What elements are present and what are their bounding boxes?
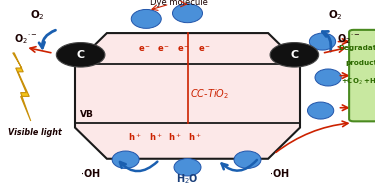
- Text: H$_2$O: H$_2$O: [176, 172, 199, 186]
- Ellipse shape: [270, 43, 319, 67]
- FancyBboxPatch shape: [349, 30, 375, 121]
- Text: O$_2$$^{·-}$: O$_2$$^{·-}$: [337, 33, 360, 46]
- Text: CB: CB: [80, 51, 93, 60]
- Text: O$_2$: O$_2$: [30, 8, 45, 22]
- Text: Dye molecule: Dye molecule: [150, 0, 208, 7]
- Text: Degradation: Degradation: [338, 45, 375, 51]
- Text: VB: VB: [80, 110, 93, 119]
- Text: C: C: [76, 50, 85, 60]
- Text: h$^+$: h$^+$: [128, 131, 142, 143]
- Ellipse shape: [308, 102, 334, 119]
- Text: Visible light: Visible light: [8, 128, 62, 137]
- Polygon shape: [75, 33, 300, 159]
- Polygon shape: [13, 53, 31, 121]
- Text: C: C: [290, 50, 298, 60]
- Text: e$^-$: e$^-$: [156, 44, 170, 54]
- Text: e$^-$: e$^-$: [198, 44, 211, 54]
- Text: $\cdot$OH: $\cdot$OH: [80, 167, 100, 179]
- Text: e$^-$: e$^-$: [138, 44, 151, 54]
- Text: O$_2$$^{·-}$: O$_2$$^{·-}$: [14, 33, 37, 46]
- Text: h$^+$: h$^+$: [188, 131, 202, 143]
- Ellipse shape: [131, 9, 161, 28]
- Text: e$^-$: e$^-$: [177, 44, 190, 54]
- Text: CC-TiO$_2$: CC-TiO$_2$: [190, 88, 230, 101]
- Ellipse shape: [309, 33, 336, 50]
- Text: products: products: [346, 60, 375, 66]
- Ellipse shape: [112, 151, 139, 168]
- Ellipse shape: [172, 4, 202, 23]
- Text: h$^+$: h$^+$: [168, 131, 181, 143]
- Text: h$^+$: h$^+$: [149, 131, 162, 143]
- Ellipse shape: [56, 43, 105, 67]
- Text: +CO$_2$ +H$_2$O: +CO$_2$ +H$_2$O: [341, 77, 375, 87]
- Ellipse shape: [315, 69, 341, 86]
- Ellipse shape: [174, 159, 201, 176]
- Text: $\cdot$OH: $\cdot$OH: [269, 167, 290, 179]
- Text: O$_2$: O$_2$: [328, 8, 343, 22]
- Ellipse shape: [234, 151, 261, 168]
